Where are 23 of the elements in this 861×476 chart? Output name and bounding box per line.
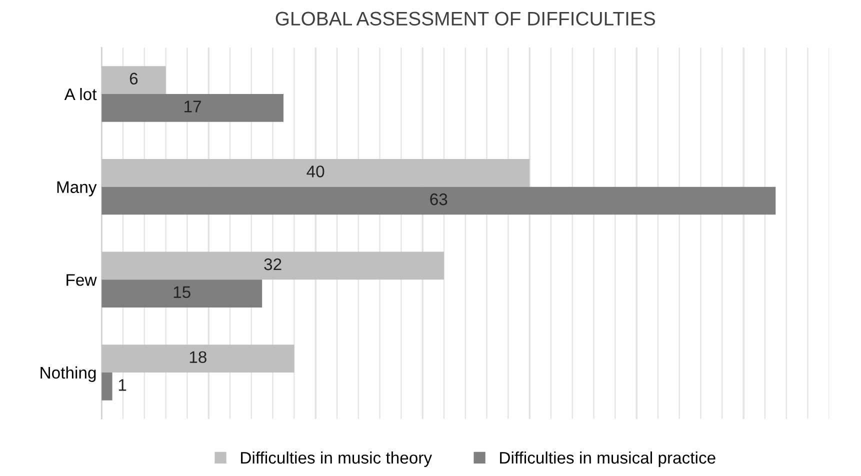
bar: [102, 252, 444, 280]
bar: [102, 158, 530, 187]
data-label: 63: [430, 193, 448, 206]
legend-label: Difficulties in musical practice: [500, 451, 716, 467]
data-label: 40: [306, 166, 324, 178]
data-label: 6: [130, 72, 138, 85]
bar: [102, 344, 294, 372]
bar: [102, 372, 112, 400]
data-label: 15: [174, 286, 190, 298]
chart-title: GLOBAL ASSESSMENT OF DIFFICULTIES: [276, 12, 656, 26]
legend-label: Difficulties in music theory: [241, 451, 432, 467]
bar: [102, 94, 284, 122]
y-tick-label: A lot: [64, 88, 97, 100]
y-tick-label: Few: [66, 274, 97, 286]
data-label: 1: [118, 379, 126, 391]
data-label: 18: [190, 351, 206, 364]
bar: [102, 186, 776, 215]
y-tick-label: Nothing: [40, 366, 96, 382]
data-label: 32: [264, 258, 282, 270]
data-label: 17: [184, 100, 201, 112]
bar: [102, 280, 262, 308]
bar: [102, 66, 166, 94]
y-tick-label: Many: [57, 181, 97, 196]
